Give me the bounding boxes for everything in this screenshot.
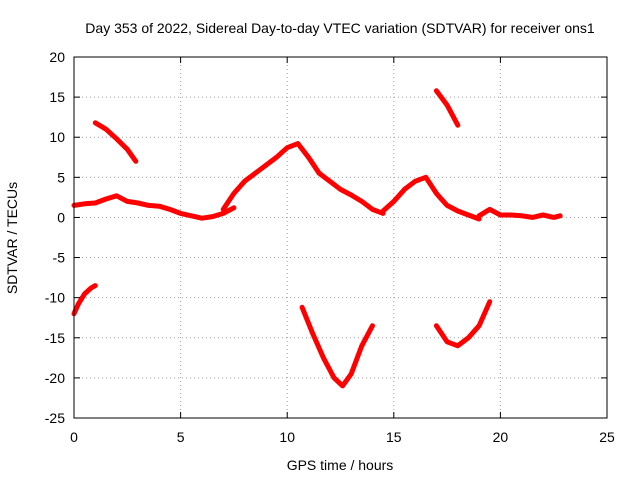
- y-tick-label: 10: [49, 129, 65, 145]
- series-arc-4: [476, 206, 563, 220]
- series-arc-3: [380, 174, 482, 222]
- x-tick-label: 0: [70, 429, 78, 445]
- y-tick-label: -15: [45, 330, 65, 346]
- series-arc-8: [299, 304, 375, 389]
- y-axis-ticks: -25 -20 -15 -10 -5 0 5 10 15 20: [45, 49, 607, 426]
- y-tick-label: 15: [49, 89, 65, 105]
- x-tick-label: 25: [599, 429, 615, 445]
- x-tick-label: 20: [493, 429, 509, 445]
- data-series: [71, 88, 563, 389]
- series-arc-5: [92, 120, 139, 164]
- y-tick-label: -20: [45, 370, 65, 386]
- series-arc-9: [433, 299, 493, 349]
- y-tick-label: 0: [57, 209, 65, 225]
- series-arc-1: [71, 193, 237, 221]
- x-axis-ticks: 0 5 10 15 20 25: [70, 57, 615, 445]
- grid-lines: [74, 57, 607, 418]
- y-tick-label: -25: [45, 410, 65, 426]
- series-arc-7: [71, 283, 98, 317]
- series-arc-2: [220, 141, 386, 216]
- y-axis-label: SDTVAR / TECUs: [4, 182, 20, 294]
- x-tick-label: 15: [386, 429, 402, 445]
- y-tick-label: -5: [53, 250, 66, 266]
- series-arc-6: [433, 88, 461, 128]
- y-tick-label: -10: [45, 290, 65, 306]
- chart-title: Day 353 of 2022, Sidereal Day-to-day VTE…: [85, 20, 595, 36]
- x-tick-label: 5: [177, 429, 185, 445]
- x-axis-label: GPS time / hours: [287, 457, 394, 473]
- x-tick-label: 10: [279, 429, 295, 445]
- y-tick-label: 5: [57, 169, 65, 185]
- plot-border: [73, 56, 608, 419]
- y-tick-label: 20: [49, 49, 65, 65]
